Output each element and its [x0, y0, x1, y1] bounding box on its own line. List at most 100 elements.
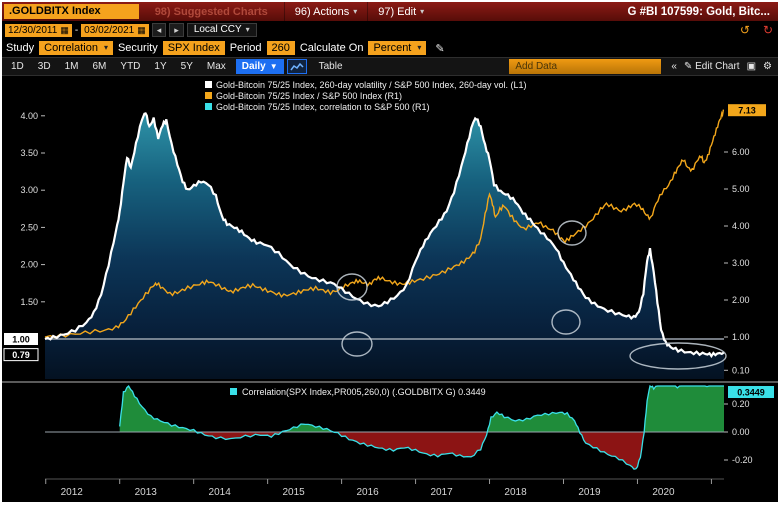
redo-icon[interactable]: ↻: [762, 23, 773, 37]
table-button[interactable]: Table: [318, 61, 343, 72]
end-date-input[interactable]: 03/02/2021 ▦: [81, 23, 149, 37]
calendar-icon: ▦: [60, 24, 69, 35]
svg-text:6.00: 6.00: [732, 147, 750, 157]
svg-text:2018: 2018: [504, 487, 527, 498]
currency-select[interactable]: Local CCY ▾: [186, 23, 257, 37]
svg-text:0.20: 0.20: [732, 399, 750, 409]
calculate-on-select[interactable]: Percent ▾: [368, 41, 427, 55]
svg-text:2020: 2020: [652, 487, 675, 498]
svg-text:2013: 2013: [135, 487, 158, 498]
range-tab-3d[interactable]: 3D: [37, 61, 51, 72]
chevron-down-icon: ▾: [103, 43, 108, 52]
range-tab-max[interactable]: Max: [206, 61, 226, 72]
security-value: SPX Index: [167, 42, 220, 54]
period-input[interactable]: 260: [266, 41, 295, 55]
svg-text:Gold-Bitcoin 75/25 Index, 260-: Gold-Bitcoin 75/25 Index, 260-day volati…: [216, 80, 527, 90]
end-date-value: 03/02/2021: [84, 24, 135, 36]
annotation-circle: [551, 309, 581, 335]
edit-chart-label: Edit Chart: [695, 61, 740, 72]
svg-text:0.10: 0.10: [732, 365, 750, 375]
chevron-down-icon: ▾: [417, 43, 422, 52]
study-label: Study: [6, 42, 35, 54]
chart-id-title: G #BI 107599: Gold, Bitc...: [627, 5, 770, 18]
collapse-panel-icon[interactable]: «: [671, 61, 677, 72]
chevron-down-icon: ▾: [245, 25, 250, 34]
edit-chart-button[interactable]: ✎ Edit Chart: [684, 61, 740, 72]
currency-value: Local CCY: [193, 24, 242, 35]
bloomberg-terminal-window: .GOLDBITX Index 98) Suggested Charts 96)…: [2, 2, 778, 502]
security-label: Security: [117, 42, 158, 54]
step-back-button[interactable]: ◂: [151, 23, 167, 37]
study-settings-bar: Study Correlation ▾ Security SPX Index P…: [2, 39, 778, 57]
annotation-circle: [557, 220, 587, 246]
start-date-value: 12/30/2011: [8, 24, 58, 36]
range-tab-1m[interactable]: 1M: [64, 61, 79, 72]
svg-text:2.00: 2.00: [732, 295, 750, 305]
toolbar-right-cluster: « ✎ Edit Chart ▣ ⚙: [671, 61, 778, 72]
correlation-positive-area: [119, 386, 724, 432]
calendar-icon: ▦: [137, 24, 146, 35]
svg-text:Gold-Bitcoin 75/25 Index / S&P: Gold-Bitcoin 75/25 Index / S&P 500 Index…: [216, 91, 402, 101]
actions-menu[interactable]: 96) Actions ▾: [283, 2, 367, 21]
annotation-circle: [629, 342, 727, 370]
svg-text:2012: 2012: [61, 487, 84, 498]
top-menu-bar: .GOLDBITX Index 98) Suggested Charts 96)…: [2, 2, 778, 21]
frequency-value: Daily: [241, 61, 266, 72]
svg-text:4.00: 4.00: [20, 111, 38, 121]
range-tab-1y[interactable]: 1Y: [154, 61, 167, 72]
range-tab-ytd[interactable]: YTD: [120, 61, 141, 72]
actions-menu-label: 96) Actions: [294, 5, 350, 18]
layout-icon[interactable]: ▣: [746, 61, 757, 72]
annotation-circle: [341, 331, 373, 357]
study-value: Correlation: [44, 42, 98, 54]
date-separator: -: [74, 24, 79, 36]
undo-icon[interactable]: ↺: [739, 23, 750, 37]
range-tab-6m[interactable]: 6M: [92, 61, 107, 72]
gear-icon[interactable]: ⚙: [763, 61, 772, 72]
svg-text:-0.20: -0.20: [732, 455, 753, 465]
edit-menu[interactable]: 97) Edit ▾: [367, 2, 434, 21]
svg-text:3.00: 3.00: [732, 258, 750, 268]
svg-text:4.00: 4.00: [732, 221, 750, 231]
svg-text:2019: 2019: [578, 487, 601, 498]
period-label: Period: [229, 42, 262, 54]
chevron-down-icon: ▾: [353, 7, 358, 16]
line-chart-icon: [290, 62, 304, 70]
pencil-icon[interactable]: ✎: [435, 42, 445, 55]
volatility-area-fill: [45, 113, 724, 380]
panel-divider: [2, 381, 778, 383]
edit-menu-label: 97) Edit: [378, 5, 417, 18]
chart-toolbar: 1D 3D 1M 6M YTD 1Y 5Y Max Daily ▼ Table …: [2, 57, 778, 76]
svg-text:1.00: 1.00: [12, 335, 30, 345]
svg-text:2017: 2017: [430, 487, 453, 498]
chart-type-button[interactable]: [286, 59, 307, 74]
chart-canvas[interactable]: 4.00 3.50 3.00 2.50 2.00 1.50 6.00 5.00 4.00 3.00…: [2, 76, 778, 502]
calculate-on-value: Percent: [373, 42, 412, 54]
svg-text:1.50: 1.50: [20, 297, 38, 307]
start-date-input[interactable]: 12/30/2011 ▦: [5, 23, 72, 37]
svg-text:0.79: 0.79: [12, 350, 30, 360]
svg-text:3.50: 3.50: [20, 148, 38, 158]
svg-text:Gold-Bitcoin 75/25 Index, corr: Gold-Bitcoin 75/25 Index, correlation to…: [216, 102, 429, 112]
study-select[interactable]: Correlation ▾: [39, 41, 113, 55]
svg-text:3.00: 3.00: [20, 185, 38, 195]
svg-text:5.00: 5.00: [732, 184, 750, 194]
svg-text:2016: 2016: [356, 487, 379, 498]
svg-text:2.00: 2.00: [20, 260, 38, 270]
price-ratio-line: [44, 109, 725, 339]
add-data-input[interactable]: Add Data: [509, 59, 662, 74]
svg-text:2014: 2014: [209, 487, 232, 498]
security-ticker-field[interactable]: .GOLDBITX Index: [4, 4, 139, 19]
frequency-select[interactable]: Daily ▼: [235, 59, 284, 74]
svg-text:Correlation(SPX Index,PR005,26: Correlation(SPX Index,PR005,260,0) (.GOL…: [242, 387, 486, 397]
range-tab-5y[interactable]: 5Y: [180, 61, 193, 72]
svg-text:0.3449: 0.3449: [737, 388, 765, 398]
step-forward-button[interactable]: ▸: [169, 23, 184, 37]
svg-text:2.50: 2.50: [20, 222, 38, 232]
svg-text:1.00: 1.00: [732, 332, 750, 342]
range-tab-1d[interactable]: 1D: [11, 61, 24, 72]
suggested-charts-menu[interactable]: 98) Suggested Charts: [154, 5, 268, 18]
svg-text:2015: 2015: [283, 487, 306, 498]
security-input[interactable]: SPX Index: [162, 41, 225, 55]
pencil-icon: ✎: [683, 61, 693, 72]
